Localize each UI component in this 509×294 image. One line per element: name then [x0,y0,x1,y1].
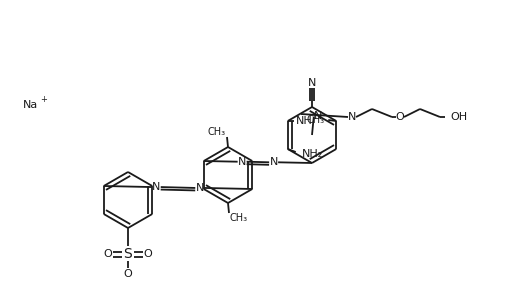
Text: N: N [308,78,316,88]
Text: CH₃: CH₃ [306,115,324,125]
Text: S: S [124,247,132,261]
Text: N: N [314,111,322,121]
Text: O: O [124,269,132,279]
Text: NH: NH [296,116,313,126]
Text: N: N [238,157,246,167]
Text: CH₃: CH₃ [230,213,248,223]
Text: N: N [152,182,160,192]
Text: Na: Na [23,100,38,110]
Text: +: + [40,96,47,104]
Text: O: O [144,249,152,259]
Text: CH₃: CH₃ [208,127,226,137]
Text: OH: OH [450,112,467,122]
Text: N: N [196,183,205,193]
Text: O: O [104,249,112,259]
Text: N: N [270,157,278,167]
Text: NH₂: NH₂ [302,149,323,159]
Text: O: O [395,112,404,122]
Text: N: N [348,112,356,122]
